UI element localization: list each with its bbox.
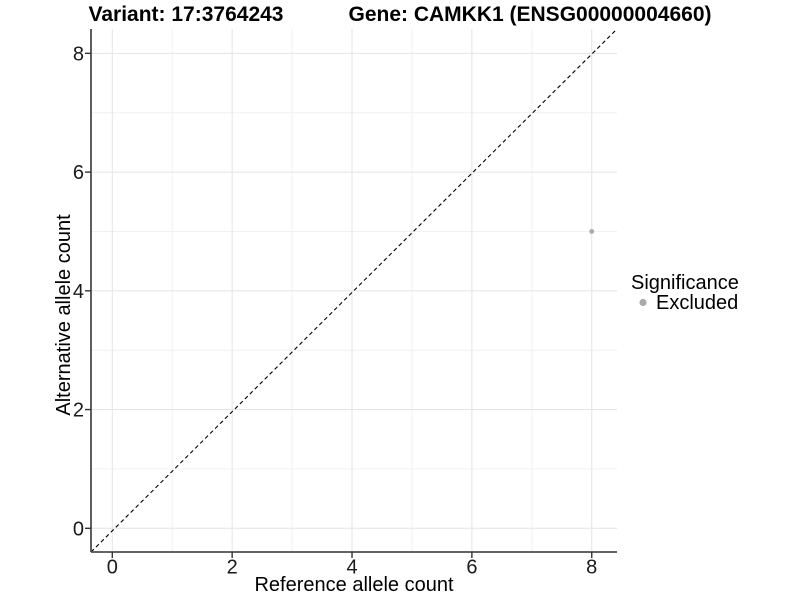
x-tick-label: 2 [227, 557, 238, 579]
y-tick-label: 6 [73, 162, 84, 184]
legend-label-excluded: Excluded [656, 292, 738, 314]
legend-title: Significance [631, 272, 739, 294]
x-tick-label: 0 [107, 557, 118, 579]
y-axis-title: Alternative allele count [53, 214, 75, 416]
plot-title-variant: Variant: 17:3764243 [89, 3, 284, 26]
y-tick-label: 8 [73, 43, 84, 65]
y-tick-label: 4 [73, 281, 84, 303]
plot-title-gene: Gene: CAMKK1 (ENSG00000004660) [349, 3, 712, 26]
legend: Significance Excluded [631, 272, 739, 314]
y-tick-label: 2 [73, 400, 84, 422]
data-point [589, 229, 595, 234]
x-tick-label: 4 [346, 557, 357, 579]
plot-panel: 0 2 4 6 8 0 2 4 6 8 [73, 28, 618, 579]
legend-key-excluded-dot-icon [639, 298, 647, 307]
x-tick-label: 6 [466, 557, 477, 579]
x-axis-title: Reference allele count [254, 574, 453, 596]
identity-dashed-line [90, 28, 618, 553]
y-tick-label: 0 [73, 518, 84, 540]
x-tick-label: 8 [586, 557, 597, 579]
